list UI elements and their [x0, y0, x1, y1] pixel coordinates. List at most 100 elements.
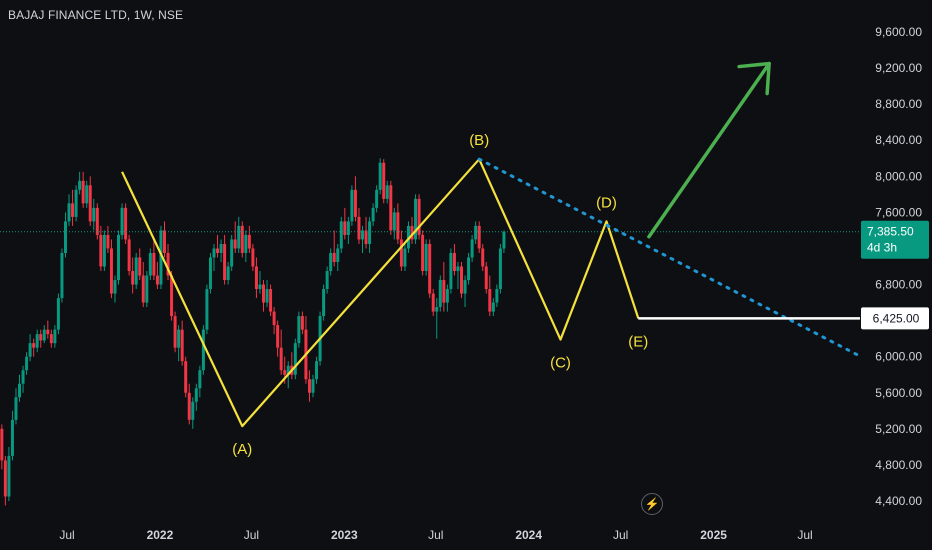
x-axis-tick-label: 2022: [147, 528, 174, 542]
candle-body: [106, 234, 110, 249]
candle-body: [399, 239, 403, 267]
candle-body: [438, 280, 442, 308]
candle-body: [378, 162, 382, 190]
last-price-badge: [861, 220, 929, 259]
candle-body: [339, 221, 343, 249]
candle-body: [350, 189, 354, 222]
lightning-icon[interactable]: ⚡: [641, 493, 663, 515]
candle-body: [258, 284, 262, 290]
candle-body: [322, 289, 326, 317]
candle-body: [424, 243, 428, 272]
wave-pattern-line[interactable]: [121, 158, 640, 428]
candle-body: [311, 379, 315, 393]
candle-body: [180, 329, 184, 362]
candle-body: [484, 266, 488, 290]
candle-body: [286, 365, 290, 375]
candle-body: [463, 280, 467, 294]
candle-body: [63, 221, 67, 253]
candle-body: [428, 243, 432, 294]
candle-body: [300, 316, 304, 330]
candle-body: [187, 392, 191, 420]
candle-body: [170, 275, 174, 317]
candle-body: [491, 302, 495, 312]
wave-label: (C): [550, 355, 571, 372]
candle-body: [414, 198, 418, 240]
wave-label: (A): [232, 441, 252, 458]
candle-body: [117, 234, 121, 281]
candle-body: [251, 248, 255, 267]
candle-body: [92, 207, 96, 222]
candle-body: [498, 248, 502, 290]
y-axis-tick-label: 6,000.00: [875, 350, 922, 364]
candle-body: [173, 316, 177, 348]
candle-body: [223, 243, 227, 281]
candle-body: [254, 266, 258, 290]
last-price-label: 7,385.50: [867, 225, 914, 239]
candle-body: [88, 185, 92, 222]
candle-body: [364, 230, 368, 244]
bar-countdown-label: 4d 3h: [867, 241, 897, 255]
candle-body: [276, 325, 280, 348]
candle-body: [216, 248, 220, 253]
candle-body: [488, 289, 492, 312]
candle-body: [134, 257, 138, 285]
candle-body: [269, 289, 273, 312]
candle-body: [191, 401, 195, 420]
candle-body: [396, 212, 400, 240]
candle-body: [346, 221, 350, 235]
y-axis-tick-label: 9,200.00: [875, 61, 922, 75]
candle-body: [219, 243, 223, 253]
candle-body: [392, 212, 396, 231]
y-axis-tick-label: 6,800.00: [875, 278, 922, 292]
x-axis-tick-label: 2023: [331, 528, 358, 542]
candle-body: [35, 334, 39, 348]
candle-body: [46, 329, 50, 335]
candle-body: [389, 185, 393, 231]
y-axis-tick-label: 7,600.00: [875, 205, 922, 219]
candle-body: [42, 329, 46, 341]
candle-body: [329, 252, 333, 272]
candle-body: [78, 180, 82, 190]
candle-body: [368, 221, 372, 244]
candle-body: [474, 225, 478, 240]
candle-body: [155, 275, 159, 285]
candle-body: [152, 252, 156, 276]
candle-body: [131, 271, 135, 285]
x-axis-tick-label: 2025: [700, 528, 727, 542]
candle-body: [460, 266, 464, 294]
candle-body: [162, 230, 166, 253]
candle-body: [159, 230, 163, 285]
candle-body: [124, 207, 128, 240]
candle-body: [261, 284, 265, 303]
candle-body: [410, 225, 414, 240]
candle-body: [95, 207, 99, 235]
candle-body: [141, 275, 145, 303]
symbol-title[interactable]: BAJAJ FINANCE LTD, 1W, NSE: [8, 8, 184, 22]
candle-body: [467, 257, 471, 281]
candle-body: [148, 252, 152, 276]
support-price-label: 6,425.00: [873, 311, 920, 325]
candle-body: [177, 329, 181, 348]
candle-body: [403, 248, 407, 267]
projection-arrow[interactable]: [647, 61, 771, 239]
candle-body: [297, 316, 301, 344]
candle-body: [56, 298, 60, 330]
candle-body: [237, 225, 241, 249]
candle-body: [99, 234, 103, 267]
descending-trendline[interactable]: [477, 157, 860, 357]
candle-body: [315, 361, 319, 380]
x-axis-tick-label: Jul: [244, 528, 259, 542]
y-axis-tick-label: 8,800.00: [875, 97, 922, 111]
candle-body: [431, 293, 435, 312]
candle-body: [435, 307, 439, 312]
candle-body: [25, 356, 29, 371]
y-axis-tick-label: 4,800.00: [875, 458, 922, 472]
x-axis-tick-label: Jul: [797, 528, 812, 542]
candle-body: [495, 289, 499, 303]
y-axis-tick-label: 9,600.00: [875, 25, 922, 39]
candle-body: [325, 271, 329, 290]
candle-body: [127, 239, 131, 272]
candle-body: [502, 231, 506, 249]
candle-body: [184, 361, 188, 393]
